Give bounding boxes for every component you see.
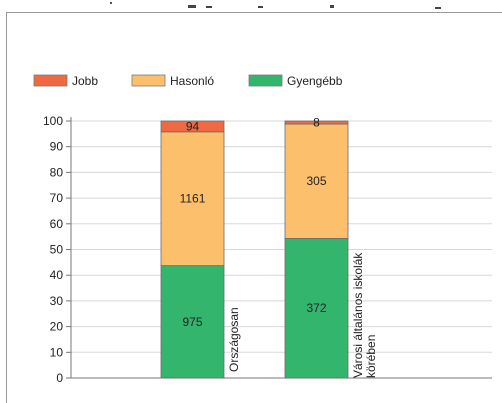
bar-segment-weaker — [284, 238, 349, 379]
y-tick-label: 80 — [50, 165, 64, 179]
chart-frame — [6, 12, 502, 403]
y-tick-label: 60 — [50, 217, 64, 231]
cropped-title-fragment — [0, 0, 502, 12]
data-label: 305 — [306, 174, 326, 188]
bar-segment-similar — [284, 123, 349, 239]
y-tick-label: 90 — [50, 140, 64, 154]
data-label: 372 — [306, 301, 326, 315]
data-label: 94 — [186, 119, 200, 133]
y-tick-label: 50 — [50, 243, 64, 257]
bar-segment-similar — [160, 131, 225, 267]
bar-segment-weaker — [160, 265, 225, 379]
bar-segment-better — [284, 120, 349, 125]
bar-segment-better — [160, 120, 225, 133]
data-label: 975 — [182, 315, 202, 329]
legend-swatch-similar — [131, 74, 166, 87]
data-label: 8 — [313, 116, 320, 130]
legend-label-better: Jobb — [72, 74, 98, 88]
y-tick-label: 100 — [43, 114, 63, 128]
legend-swatch-better — [33, 74, 68, 87]
legend-label-weaker: Gyengébb — [287, 74, 343, 88]
category-label: Városi általános iskolák — [351, 252, 365, 378]
category-label: körében — [364, 335, 378, 378]
y-tick-label: 30 — [50, 294, 64, 308]
y-tick-label: 0 — [56, 371, 63, 385]
data-label: 1161 — [180, 192, 206, 206]
y-tick-label: 40 — [50, 268, 64, 282]
y-tick-label: 20 — [50, 320, 64, 334]
y-tick-label: 10 — [50, 345, 64, 359]
y-tick-label: 70 — [50, 191, 64, 205]
legend-label-similar: Hasonló — [170, 74, 214, 88]
category-label: Országosan — [227, 307, 241, 372]
legend-swatch-weaker — [248, 74, 283, 87]
